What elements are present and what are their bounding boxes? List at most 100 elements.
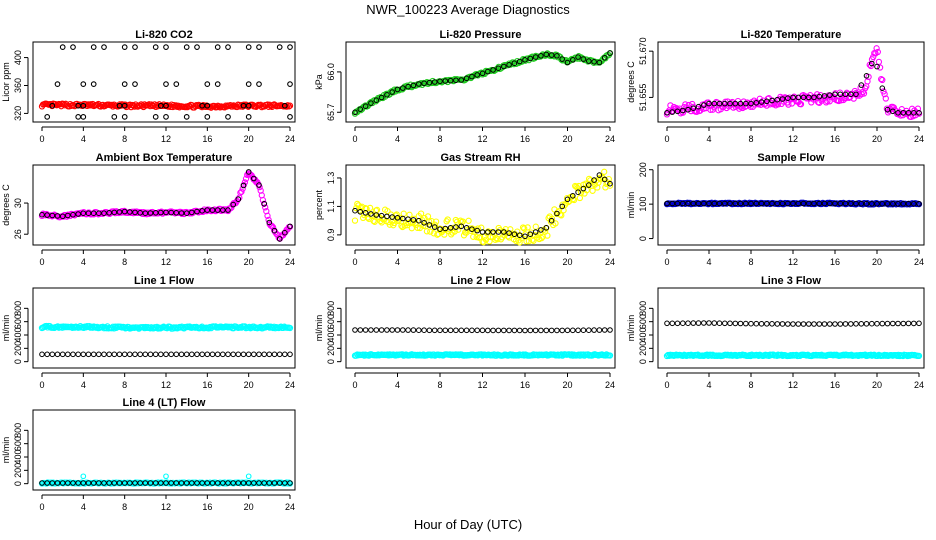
data-point (552, 220, 559, 227)
data-point (75, 114, 82, 120)
data-point (225, 44, 231, 50)
series-magenta (38, 170, 294, 242)
data-point (557, 211, 564, 218)
series-black (39, 169, 293, 242)
data-point (287, 351, 293, 358)
data-point (463, 75, 470, 82)
data-point (748, 200, 754, 207)
data-point (732, 200, 739, 207)
x-tick-label: 12 (477, 257, 487, 267)
data-point (596, 59, 603, 66)
data-point (764, 98, 770, 105)
y-tick-label: 400 (13, 449, 23, 464)
data-point (362, 103, 369, 109)
series-black (352, 327, 613, 334)
data-point (506, 230, 512, 236)
x-tick-label: 0 (352, 257, 357, 267)
data-point (209, 480, 216, 486)
data-point (516, 327, 523, 334)
data-point (485, 68, 491, 75)
data-point (727, 320, 733, 327)
data-point (874, 201, 880, 207)
data-point (239, 185, 246, 192)
y-tick-label: 200 (638, 341, 648, 356)
data-point (75, 351, 81, 358)
data-point (245, 114, 252, 120)
data-point (241, 179, 249, 186)
data-point (116, 102, 123, 109)
data-point (199, 351, 205, 358)
data-point (559, 56, 566, 62)
data-point (795, 321, 802, 327)
data-point (183, 351, 190, 358)
plot-frame (345, 287, 616, 369)
data-point (701, 320, 707, 326)
panel-title: Sample Flow (757, 152, 825, 164)
data-point (142, 351, 149, 358)
data-point (764, 321, 770, 327)
data-point (39, 480, 45, 486)
data-point (70, 480, 76, 486)
data-point (827, 321, 833, 327)
data-point (905, 110, 912, 116)
data-point (458, 77, 465, 83)
data-point (90, 44, 97, 50)
x-tick-label: 0 (352, 380, 357, 390)
data-point (384, 351, 391, 358)
data-point (70, 351, 76, 358)
data-point (389, 214, 396, 220)
data-point (538, 227, 544, 233)
data-point (543, 225, 550, 231)
data-point (664, 110, 670, 116)
x-tick-label: 12 (477, 134, 487, 144)
data-point (785, 321, 791, 327)
data-point (447, 77, 454, 84)
data-point (501, 63, 507, 70)
data-point (878, 75, 885, 83)
data-point (163, 44, 169, 50)
y-axis-label: kPa (314, 74, 324, 90)
data-point (485, 327, 491, 334)
data-point (398, 222, 405, 229)
x-tick-label: 12 (477, 380, 487, 390)
data-point (821, 200, 828, 207)
data-point (393, 211, 400, 218)
data-point (80, 210, 87, 216)
chart-panel-3: Li-820 Temperature 0 4 8 12 16 20 24 51.655 51.67… (626, 29, 925, 144)
data-point (785, 95, 791, 101)
x-tick-label: 8 (437, 134, 442, 144)
data-point (85, 351, 92, 358)
data-point (685, 106, 691, 113)
data-point (774, 200, 781, 207)
data-point (811, 94, 817, 101)
x-tick-label: 12 (161, 380, 171, 390)
data-point (853, 200, 859, 207)
data-point (530, 237, 537, 244)
data-point (287, 223, 293, 230)
figure-xlabel: Hour of Day (UTC) (413, 517, 523, 532)
data-point (199, 480, 205, 486)
data-point (602, 352, 609, 359)
data-point (516, 232, 523, 238)
panel-title: Li-820 CO2 (135, 29, 192, 41)
data-point (111, 480, 118, 486)
data-point (54, 81, 61, 87)
data-point (80, 102, 87, 109)
data-point (543, 51, 550, 58)
data-point (276, 44, 283, 50)
data-point (262, 204, 269, 211)
x-tick-label: 4 (706, 257, 711, 267)
data-point (121, 208, 128, 215)
data-point (152, 210, 159, 216)
data-point (101, 44, 107, 50)
x-tick-label: 8 (122, 502, 127, 512)
data-point (214, 44, 221, 50)
x-tick-label: 12 (788, 134, 798, 144)
data-point (522, 327, 528, 334)
data-point (879, 85, 886, 91)
data-point (357, 204, 364, 211)
figure-title: NWR_100223 Average Diagnostics (366, 2, 570, 17)
data-point (214, 480, 221, 486)
data-point (559, 203, 566, 210)
x-tick-label: 20 (244, 502, 254, 512)
